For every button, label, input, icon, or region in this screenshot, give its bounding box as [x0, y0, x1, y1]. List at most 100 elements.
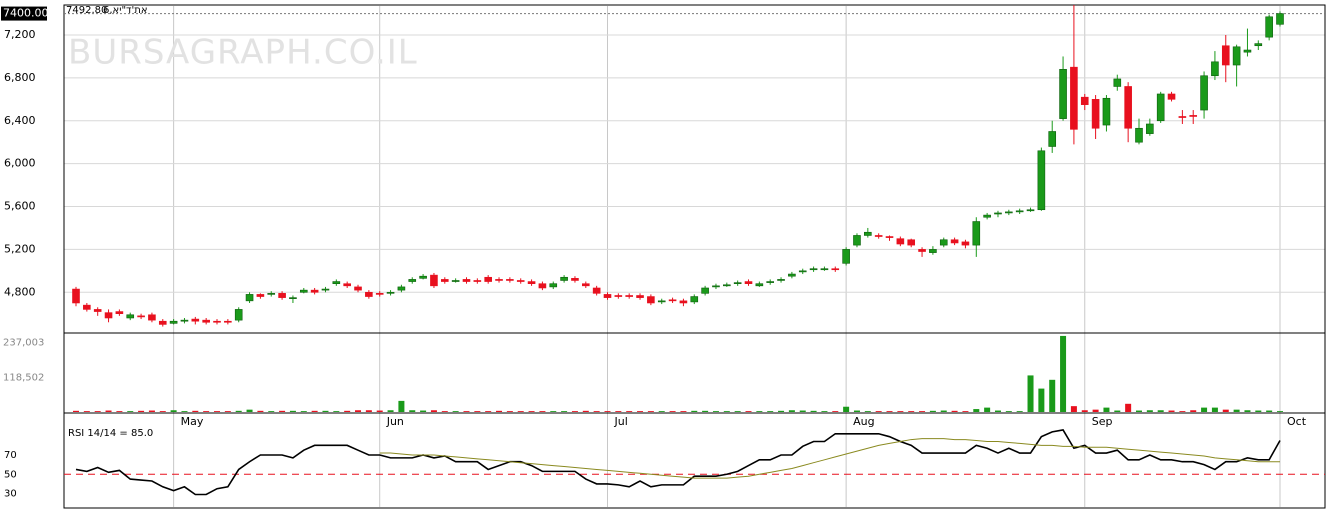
candle-body — [788, 273, 796, 277]
candle-body — [1232, 46, 1241, 66]
volume-bar — [832, 411, 839, 412]
volume-bar — [973, 409, 980, 412]
volume-bar — [463, 411, 470, 412]
volume-bar — [159, 411, 166, 412]
candle-body — [126, 314, 135, 319]
candle-body — [842, 249, 850, 264]
y-tick-label: 70 — [4, 450, 17, 461]
candle-body — [1026, 209, 1035, 212]
volume-bar — [1179, 411, 1186, 412]
candle-body — [419, 275, 427, 279]
volume-bar — [853, 410, 860, 412]
volume-bar — [778, 410, 785, 412]
volume-bar — [73, 410, 79, 412]
candle-body — [72, 288, 80, 304]
candle-body — [234, 309, 243, 321]
volume-bar — [1277, 411, 1283, 412]
y-tick-label: 237,003 — [3, 338, 44, 349]
volume-bar — [246, 409, 253, 412]
volume-bar — [214, 411, 221, 412]
volume-bar — [333, 411, 340, 412]
volume-bar — [897, 411, 904, 412]
candle-body — [1091, 99, 1100, 129]
candle-body — [723, 284, 731, 287]
x-tick-label: Jul — [613, 415, 627, 428]
volume-bar — [647, 411, 654, 412]
volume-bar — [1114, 410, 1121, 412]
x-tick-label: Jun — [386, 415, 404, 428]
candle-body — [831, 268, 840, 271]
y-tick-label: 50 — [4, 469, 17, 480]
candle-body — [755, 283, 764, 287]
candle-body — [440, 279, 449, 282]
candle-body — [343, 283, 351, 287]
candle-body — [820, 268, 829, 271]
candle-body — [549, 283, 558, 288]
volume-bar — [1135, 410, 1142, 412]
candle-body — [473, 280, 482, 282]
candle-body — [929, 249, 937, 253]
volume-bar — [669, 411, 676, 412]
header-value: 7492.80 — [66, 5, 107, 16]
chart-title: 6,אי"ד'תא — [103, 5, 148, 16]
volume-bar — [886, 411, 893, 412]
volume-bar — [637, 411, 644, 412]
volume-bar — [658, 411, 665, 412]
volume-bar — [919, 411, 926, 412]
volume-bar — [528, 411, 535, 412]
volume-bar — [1190, 410, 1197, 412]
candle-body — [137, 315, 145, 318]
volume-bar — [550, 411, 557, 412]
volume-bar — [1211, 407, 1218, 412]
candle-body — [657, 300, 666, 303]
volume-bar — [506, 411, 513, 412]
candle-body — [907, 239, 916, 246]
volume-bar — [344, 410, 351, 412]
volume-bar — [485, 411, 492, 412]
candle-body — [679, 300, 688, 304]
volume-bar — [1125, 403, 1132, 412]
volume-bar — [138, 410, 145, 412]
candle-body — [83, 304, 91, 310]
volume-bar — [148, 410, 155, 412]
volume-bar — [994, 410, 1001, 412]
candle-body — [592, 287, 601, 294]
volume-bar — [1027, 375, 1034, 412]
candle-body — [950, 239, 959, 244]
volume-bar — [1157, 410, 1164, 412]
volume-bar — [929, 410, 936, 412]
y-tick-label: 7,200 — [4, 28, 36, 41]
y-tick-label: 5,600 — [4, 200, 36, 213]
volume-bar — [1081, 410, 1088, 412]
volume-bar — [604, 411, 611, 412]
volume-bar — [788, 410, 795, 412]
volume-bar — [1233, 409, 1240, 412]
volume-bar — [127, 411, 134, 412]
volume-bar — [1255, 410, 1262, 412]
candle-body — [267, 293, 276, 295]
volume-bar — [170, 410, 177, 412]
volume-bar — [235, 410, 242, 412]
volume-bar — [908, 411, 915, 412]
candle-body — [647, 296, 655, 304]
volume-bar — [420, 410, 427, 412]
candle-body — [582, 283, 590, 287]
candle-body — [885, 236, 894, 238]
candle-body — [1243, 49, 1252, 53]
last-price-box — [1, 6, 47, 21]
volume-bar — [702, 410, 709, 412]
volume-bar — [474, 411, 481, 412]
volume-bar — [1222, 409, 1229, 412]
volume-bar — [680, 411, 687, 412]
candle-body — [180, 319, 189, 322]
volume-bar — [626, 411, 633, 412]
volume-bar — [734, 411, 741, 412]
candle-body — [299, 289, 308, 293]
y-tick-label: 6,800 — [4, 71, 36, 84]
volume-bar — [322, 410, 329, 412]
candle-body — [939, 239, 948, 246]
volume-bar — [365, 410, 372, 412]
volume-bar — [279, 410, 286, 412]
